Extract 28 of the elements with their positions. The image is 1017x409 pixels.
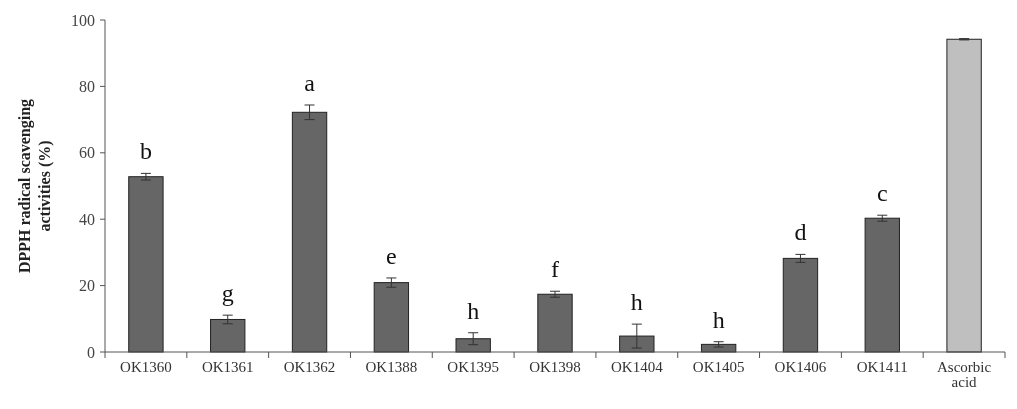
- annotation: e: [386, 242, 397, 269]
- y-tick-label: 20: [79, 277, 95, 295]
- annotation: g: [221, 280, 234, 307]
- annotation: h: [467, 297, 480, 324]
- annotation: h: [712, 306, 725, 333]
- annotation: a: [304, 69, 316, 96]
- y-tick-label: 80: [79, 77, 95, 95]
- y-tick-label: 40: [79, 210, 95, 228]
- x-tick-label: Ascorbic acid: [937, 359, 992, 390]
- x-tick-label: OK1398: [529, 359, 581, 375]
- x-tick-label: OK1404: [610, 359, 664, 375]
- x-tick-label: OK1411: [856, 359, 908, 375]
- y-tick-label: 0: [87, 343, 95, 361]
- x-tick-label: OK1405: [692, 359, 745, 375]
- y-tick-label: 100: [71, 11, 95, 29]
- y-tick-label: 60: [79, 144, 95, 162]
- x-tick-label: OK1395: [447, 359, 500, 375]
- annotation: h: [630, 289, 643, 316]
- x-tick-label: OK1360: [120, 359, 172, 375]
- x-tick-label: OK1388: [365, 359, 418, 375]
- x-tick-label: OK1361: [201, 359, 254, 375]
- y-axis-title: DPPH radical scavenging activities (%): [16, 98, 54, 274]
- annotation: b: [139, 138, 152, 165]
- annotation: c: [876, 180, 888, 207]
- annotation: d: [794, 219, 807, 246]
- x-tick-label: OK1406: [774, 359, 827, 375]
- annotation: f: [551, 256, 559, 283]
- x-tick-label: OK1362: [283, 359, 336, 375]
